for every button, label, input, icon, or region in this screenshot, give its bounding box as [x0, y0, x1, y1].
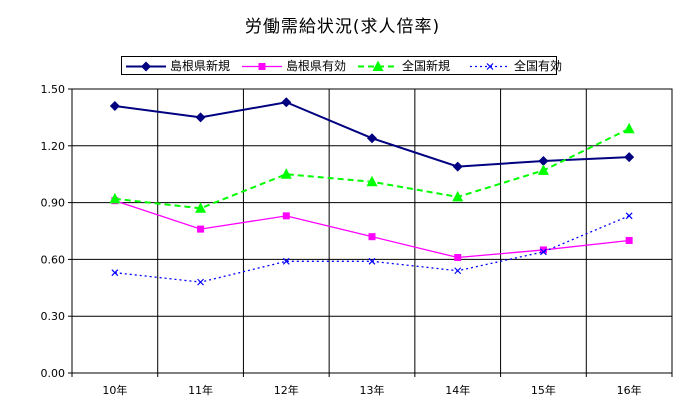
x-tick-label: 16年 [617, 383, 642, 397]
x-tick-label: 13年 [360, 383, 385, 397]
data-point [539, 246, 547, 254]
data-point [368, 257, 376, 265]
data-point [623, 122, 635, 134]
data-point [454, 254, 462, 262]
legend-marker [486, 63, 494, 70]
data-point [452, 161, 463, 172]
x-tick-label: 15年 [531, 383, 556, 397]
y-tick-label: 0.00 [41, 367, 66, 380]
data-point [540, 248, 547, 256]
series-4 [111, 212, 633, 286]
data-point [624, 152, 635, 163]
chart-legend: 島根県新規 島根県有効 全国新規 全国有効 [121, 56, 562, 75]
data-point [282, 257, 290, 265]
data-point [109, 192, 121, 204]
x-tick-label: 11年 [188, 383, 213, 397]
data-point [454, 267, 462, 275]
data-point [195, 112, 206, 123]
legend-label: 全国有効 [514, 59, 563, 73]
x-tick-label: 12年 [274, 383, 299, 397]
data-point [282, 212, 290, 220]
data-point [111, 269, 119, 277]
data-point [625, 236, 633, 244]
data-point [281, 97, 292, 108]
plot-area [71, 88, 673, 374]
data-point [197, 278, 204, 286]
data-point [368, 233, 376, 241]
legend-label: 島根県有効 [286, 59, 347, 73]
x-tick-label: 14年 [445, 383, 470, 397]
chart-title: 労働需給状況(求人倍率) [244, 17, 441, 37]
data-point [366, 175, 378, 187]
data-point [625, 212, 633, 220]
legend-marker [372, 60, 384, 71]
data-point [280, 168, 292, 179]
data-point [197, 225, 205, 233]
legend-marker [141, 61, 151, 72]
legend-swatches [126, 60, 510, 72]
legend-marker [258, 63, 266, 70]
series-1 [109, 97, 635, 172]
y-tick-label: 0.60 [41, 253, 66, 266]
data-point [109, 101, 120, 112]
x-tick-label: 10年 [102, 383, 127, 397]
data-point [367, 133, 377, 144]
legend-label: 全国新規 [402, 59, 451, 73]
series-3 [109, 122, 635, 213]
legend-label: 島根県新規 [170, 59, 231, 73]
y-tick-label: 1.20 [41, 140, 66, 153]
y-tick-label: 0.30 [41, 310, 66, 323]
data-point [537, 164, 549, 175]
y-tick-label: 0.90 [41, 197, 66, 210]
data-point [195, 202, 207, 213]
data-point [452, 190, 464, 202]
data-point [538, 155, 549, 166]
y-tick-label: 1.50 [41, 83, 66, 96]
